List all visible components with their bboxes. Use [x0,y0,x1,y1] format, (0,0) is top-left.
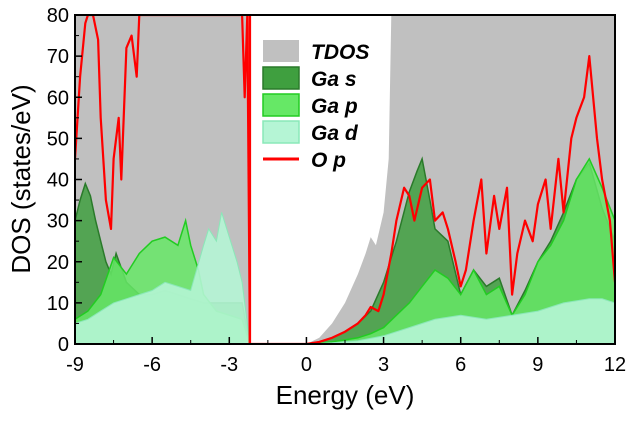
series-ga-d-line [75,212,615,344]
y-tick-label: 80 [47,5,69,27]
x-tick-label: 12 [604,354,626,376]
y-tick-label: 40 [47,170,69,192]
legend-label-ga-p: Ga p [311,95,358,118]
x-tick-label: 6 [455,354,466,376]
series-ga-p-line [75,157,615,344]
legend-swatch-ga-p [262,93,300,117]
series-ga-d-area [75,212,615,344]
y-tick-label: 20 [47,252,69,274]
y-tick-label: 70 [47,46,69,68]
legend-label-ga-s: Ga s [311,68,357,91]
series-ga-p-area [75,158,615,344]
x-tick-label: -3 [220,354,238,376]
y-tick-label: 60 [47,87,69,109]
legend-label-tdos: TDOS [311,41,369,64]
y-tick-label: 10 [47,293,69,315]
y-tick-label: 50 [47,128,69,150]
x-tick-label: -9 [66,354,84,376]
x-axis-title: Energy (eV) [276,380,415,410]
x-tick-label: 9 [532,354,543,376]
legend-swatch-ga-s [262,66,300,90]
y-tick-label: 30 [47,211,69,233]
y-axis-title: DOS (states/eV) [6,84,36,273]
legend-swatch-ga-d [262,120,300,144]
x-tick-label: 3 [378,354,389,376]
y-tick-label: 0 [58,334,69,356]
x-tick-label: 0 [301,354,312,376]
legend-label-ga-d: Ga d [311,122,359,145]
x-tick-label: -6 [143,354,161,376]
legend-swatch-tdos [263,40,299,62]
series-o-p-line [75,15,615,344]
legend: TDOS Ga s Ga p Ga d O p [262,40,369,172]
legend-label-o-p: O p [311,149,346,172]
